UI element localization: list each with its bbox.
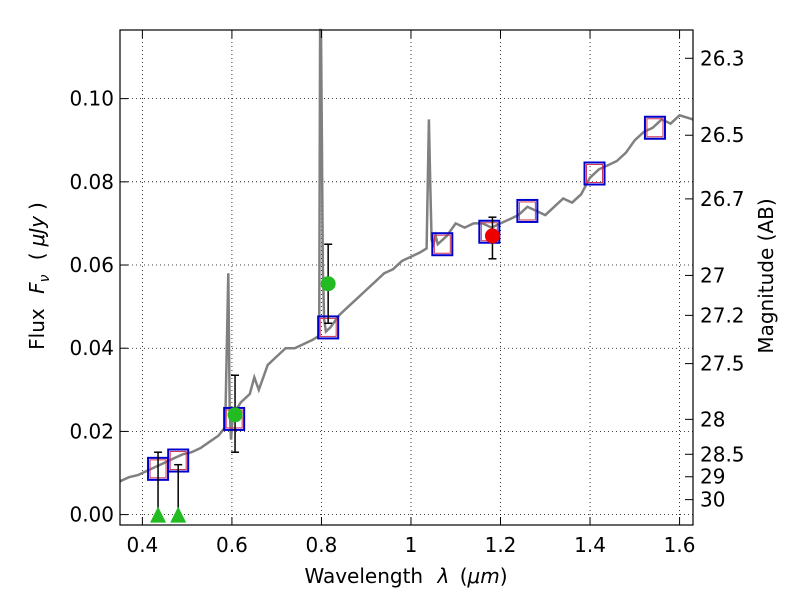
model-point-inner <box>646 118 664 138</box>
x-tick-label: 0.8 <box>306 533 338 557</box>
y-tick-label: 0.04 <box>69 336 114 360</box>
y-tick-label: 0.10 <box>69 87 114 111</box>
right-tick-label: 27.2 <box>700 303 745 327</box>
observed-flux-point <box>320 276 336 292</box>
model-photometry-point <box>478 219 501 244</box>
upper-limit-triangle <box>170 506 187 523</box>
right-tick-label: 28.5 <box>700 442 745 466</box>
grid <box>120 30 693 525</box>
axis-ticks: 0.4 0.6 0.8 1 1.2 1.4 1.6 0.00 0.02 0.04 0.06 0.08 0… <box>69 30 745 557</box>
right-tick-label: 26.3 <box>700 46 745 70</box>
x-tick-label: 1.6 <box>664 533 696 557</box>
model-photometry-point <box>516 198 539 223</box>
series-layer <box>119 28 694 483</box>
right-tick-label: 27 <box>700 263 725 287</box>
model-photometry-point <box>643 115 666 140</box>
right-tick-label: 26.7 <box>700 187 745 211</box>
model-spectrum-line <box>119 28 694 483</box>
right-tick-label: 30 <box>700 488 725 512</box>
observed-flux-point <box>227 407 243 423</box>
model-point-inner <box>433 234 451 254</box>
model-photometry-point <box>431 232 454 257</box>
y-tick-label: 0.08 <box>69 170 114 194</box>
y-axis-label: Flux Fν (μJy) <box>25 202 54 350</box>
x-tick-label: 1 <box>405 533 418 557</box>
observed-flux-point <box>484 228 500 244</box>
y-tick-label: 0.02 <box>69 419 114 443</box>
y-tick-label: 0.00 <box>69 503 114 527</box>
right-tick-label: 26.5 <box>700 123 745 147</box>
x-tick-label: 1.4 <box>574 533 606 557</box>
x-tick-label: 0.4 <box>126 533 158 557</box>
x-tick-label: 0.6 <box>216 533 248 557</box>
right-tick-label: 28 <box>700 407 725 431</box>
y-tick-label: 0.06 <box>69 253 114 277</box>
x-axis-label: Wavelength λ (μm) <box>304 564 507 588</box>
right-tick-label: 29 <box>700 465 725 489</box>
model-point-inner <box>518 201 536 221</box>
x-tick-label: 1.2 <box>485 533 517 557</box>
right-tick-label: 27.5 <box>700 352 745 376</box>
plot-frame <box>119 29 694 526</box>
upper-limit-triangle <box>150 506 167 523</box>
marker-layer <box>147 115 666 523</box>
right-axis-label: Magnitude (AB) <box>754 198 778 353</box>
model-point-inner <box>586 164 604 184</box>
model-photometry-point <box>583 161 606 186</box>
